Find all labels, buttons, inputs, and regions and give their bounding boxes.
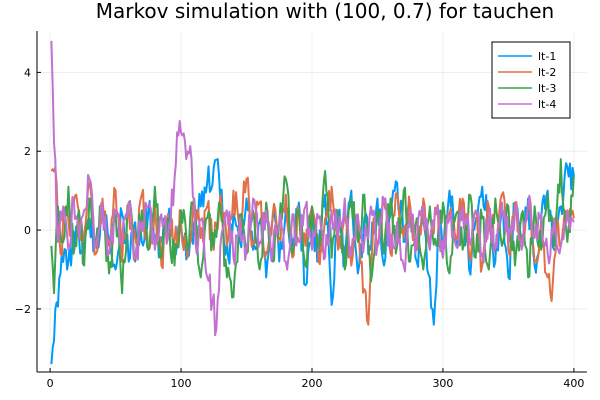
x-tick-label: 200 xyxy=(302,377,323,390)
tick-labels: 0 100 200 300 400 −2 0 2 4 xyxy=(15,66,585,390)
x-tick-label: 100 xyxy=(171,377,192,390)
x-tick-label: 0 xyxy=(47,377,54,390)
legend-label-lt-3: lt-3 xyxy=(538,82,556,95)
series-layer xyxy=(50,40,575,365)
series-line-lt-4 xyxy=(50,40,575,337)
legend-label-lt-2: lt-2 xyxy=(538,66,556,79)
legend: lt-1 lt-2 lt-3 lt-4 xyxy=(491,41,571,119)
y-tick-label: −2 xyxy=(15,303,31,316)
x-tick-label: 400 xyxy=(563,377,584,390)
axes xyxy=(36,31,587,373)
y-tick-label: 4 xyxy=(24,66,31,79)
y-tick-label: 0 xyxy=(24,224,31,237)
x-tick-label: 300 xyxy=(432,377,453,390)
chart-title: Markov simulation with (100, 0.7) for ta… xyxy=(96,0,554,23)
legend-box xyxy=(491,41,571,119)
y-tick-label: 2 xyxy=(24,145,31,158)
legend-label-lt-1: lt-1 xyxy=(538,50,556,63)
legend-label-lt-4: lt-4 xyxy=(538,98,556,111)
